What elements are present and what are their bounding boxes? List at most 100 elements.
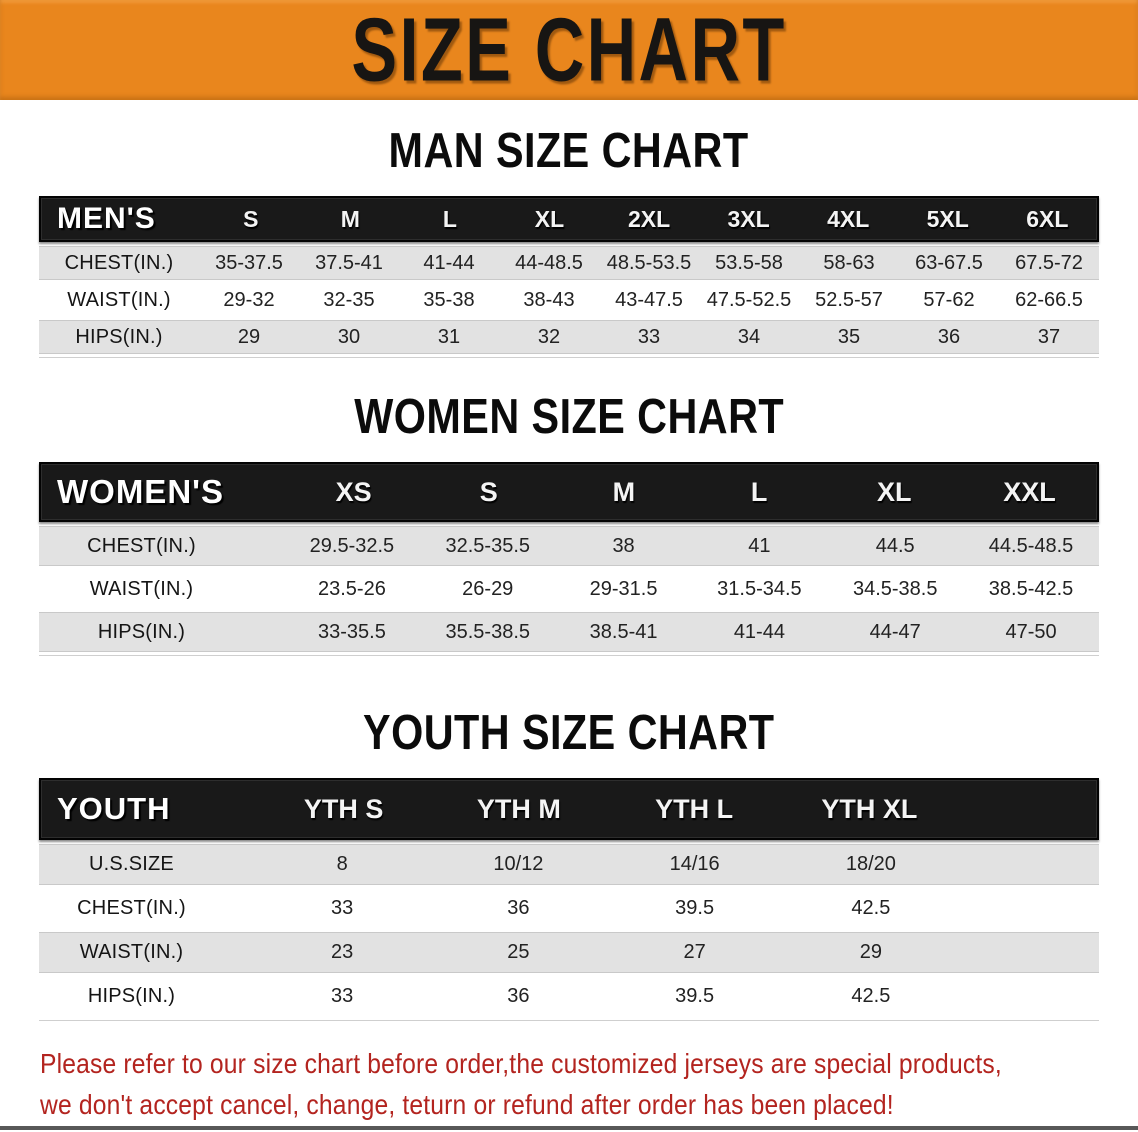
cell-value: 32.5-35.5: [445, 534, 530, 557]
cell-value: 33: [637, 325, 661, 348]
cell-value: 10/12: [493, 853, 544, 875]
order-notice-line-2: we don't accept cancel, change, teturn o…: [40, 1089, 894, 1120]
row-label: CHEST(IN.): [64, 251, 174, 274]
row-values: 29 30 31 32 33 34 35 36 37: [199, 326, 1099, 349]
row-values: 29.5-32.5 32.5-35.5 38 41 44.5 44.5-48.5: [244, 535, 1099, 558]
cell-value: 29.5-32.5: [309, 534, 395, 557]
column-header: YTH M: [476, 793, 561, 824]
cell-value: 34: [737, 325, 761, 348]
table-header-columns: XS S M L XL XXL: [246, 477, 1097, 508]
bottom-edge-divider: [0, 1126, 1138, 1130]
cell-value: 29-31.5: [589, 577, 658, 600]
column-header: M: [340, 205, 360, 232]
section-heading: YOUTH SIZE CHART: [0, 703, 1138, 760]
table-row: CHEST(IN.) 29.5-32.5 32.5-35.5 38 41 44.5 44.5…: [39, 526, 1099, 566]
cell-value: 14/16: [669, 853, 720, 875]
cell-value: 31.5-34.5: [717, 577, 802, 600]
cell-value: 41-44: [733, 620, 785, 643]
section-heading-text: MAN SIZE CHART: [388, 121, 750, 178]
banner: SIZE CHART: [0, 0, 1138, 100]
row-label: CHEST(IN.): [87, 534, 196, 557]
table-row: HIPS(IN.) 33 36 39.5 42.5: [39, 976, 1099, 1017]
column-header: L: [750, 476, 768, 507]
cell-value: 38.5-41: [589, 620, 658, 643]
cell-value: 42.5: [851, 897, 891, 919]
row-label: HIPS(IN.): [97, 620, 186, 643]
row-values: 33-35.5 35.5-38.5 38.5-41 41-44 44-47 47-50: [244, 621, 1099, 644]
order-notice-line-1: Please refer to our size chart before or…: [40, 1048, 1002, 1079]
cell-value: 53.5-58: [715, 251, 783, 274]
table-header-label: MEN'S: [57, 202, 156, 235]
column-header: 5XL: [926, 205, 969, 232]
column-header: YTH XL: [821, 793, 918, 824]
row-values: 35-37.5 37.5-41 41-44 44-48.5 48.5-53.5 53.5-…: [199, 252, 1099, 275]
size-chart-content: MAN SIZE CHART MEN'S S M L XL 2XL 3XL 4XL 5XL 6XL C…: [0, 121, 1138, 1125]
table-row: WAIST(IN.) 23 25 27 29: [39, 932, 1099, 973]
table-row: HIPS(IN.) 29 30 31 32 33 34 35 36 37: [39, 320, 1099, 354]
men-size-table: MEN'S S M L XL 2XL 3XL 4XL 5XL 6XL CHEST(IN.) 35-37…: [39, 196, 1099, 358]
section-heading-text: YOUTH SIZE CHART: [363, 703, 775, 760]
row-label: CHEST(IN.): [77, 897, 186, 919]
table-row: WAIST(IN.) 23.5-26 26-29 29-31.5 31.5-34.5 34…: [39, 569, 1099, 609]
cell-value: 29-32: [223, 288, 275, 311]
men-size-section: MAN SIZE CHART MEN'S S M L XL 2XL 3XL 4XL 5XL 6XL C…: [0, 121, 1138, 358]
table-row: HIPS(IN.) 33-35.5 35.5-38.5 38.5-41 41-44 44-…: [39, 612, 1099, 652]
column-header: XXL: [1003, 476, 1056, 507]
cell-value: 33: [331, 897, 354, 919]
row-label: WAIST(IN.): [89, 577, 194, 600]
cell-value: 44.5-48.5: [988, 534, 1074, 557]
cell-value: 36: [937, 325, 961, 348]
cell-value: 35-37.5: [215, 251, 283, 274]
cell-value: 23.5-26: [317, 577, 386, 600]
column-header: 6XL: [1026, 205, 1069, 232]
table-header-label: WOMEN'S: [57, 473, 225, 510]
table-header-columns: YTH S YTH M YTH L YTH XL: [226, 794, 1097, 825]
column-header: XS: [335, 476, 372, 507]
cell-value: 47-50: [1005, 620, 1057, 643]
cell-value: 37.5-41: [315, 251, 383, 274]
cell-value: 63-67.5: [915, 251, 983, 274]
cell-value: 48.5-53.5: [606, 251, 692, 274]
cell-value: 36: [507, 897, 530, 919]
table-row: U.S.SIZE 8 10/12 14/16 18/20: [39, 844, 1099, 885]
women-size-table: WOMEN'S XS S M L XL XXL CHEST(IN.) 29.5-32.5 32.5…: [39, 462, 1099, 656]
cell-value: 42.5: [851, 985, 891, 1007]
cell-value: 8: [336, 853, 348, 875]
column-header: 3XL: [727, 205, 770, 232]
row-label: WAIST(IN.): [79, 941, 184, 963]
table-header-row: YOUTH YTH S YTH M YTH L YTH XL: [39, 778, 1099, 840]
column-header: YTH S: [303, 793, 384, 824]
table-row: CHEST(IN.) 35-37.5 37.5-41 41-44 44-48.5 48.5…: [39, 246, 1099, 280]
column-header: S: [479, 476, 498, 507]
cell-value: 18/20: [845, 853, 896, 875]
cell-value: 27: [683, 941, 706, 963]
women-size-section: WOMEN SIZE CHART WOMEN'S XS S M L XL XXL CHEST(I…: [0, 387, 1138, 656]
row-values: 23.5-26 26-29 29-31.5 31.5-34.5 34.5-38.5 38.…: [244, 578, 1099, 601]
cell-value: 29: [237, 325, 261, 348]
table-row: WAIST(IN.) 29-32 32-35 35-38 38-43 43-47.5 47.…: [39, 283, 1099, 317]
section-heading-text: WOMEN SIZE CHART: [354, 387, 784, 444]
cell-value: 32: [537, 325, 561, 348]
column-header: L: [442, 205, 457, 232]
cell-value: 44.5: [875, 534, 915, 557]
order-notice: Please refer to our size chart before or…: [40, 1043, 1138, 1125]
cell-value: 47.5-52.5: [706, 288, 792, 311]
cell-value: 67.5-72: [1015, 251, 1083, 274]
cell-value: 35-38: [423, 288, 475, 311]
row-label: U.S.SIZE: [89, 853, 174, 875]
cell-value: 30: [337, 325, 361, 348]
column-header: 2XL: [627, 205, 671, 232]
cell-value: 41-44: [423, 251, 475, 274]
page-title: SIZE CHART: [351, 0, 787, 100]
cell-value: 38-43: [523, 288, 575, 311]
table-header-label: YOUTH: [57, 791, 171, 826]
cell-value: 33: [331, 985, 354, 1007]
cell-value: 41: [748, 534, 771, 557]
column-header: XL: [877, 476, 912, 507]
row-values: 8 10/12 14/16 18/20: [224, 853, 1099, 876]
cell-value: 52.5-57: [815, 288, 883, 311]
size-chart-sections: MAN SIZE CHART MEN'S S M L XL 2XL 3XL 4XL 5XL 6XL C…: [0, 121, 1138, 1021]
cell-value: 38.5-42.5: [988, 577, 1074, 600]
cell-value: 34.5-38.5: [852, 577, 938, 600]
cell-value: 43-47.5: [615, 288, 683, 311]
